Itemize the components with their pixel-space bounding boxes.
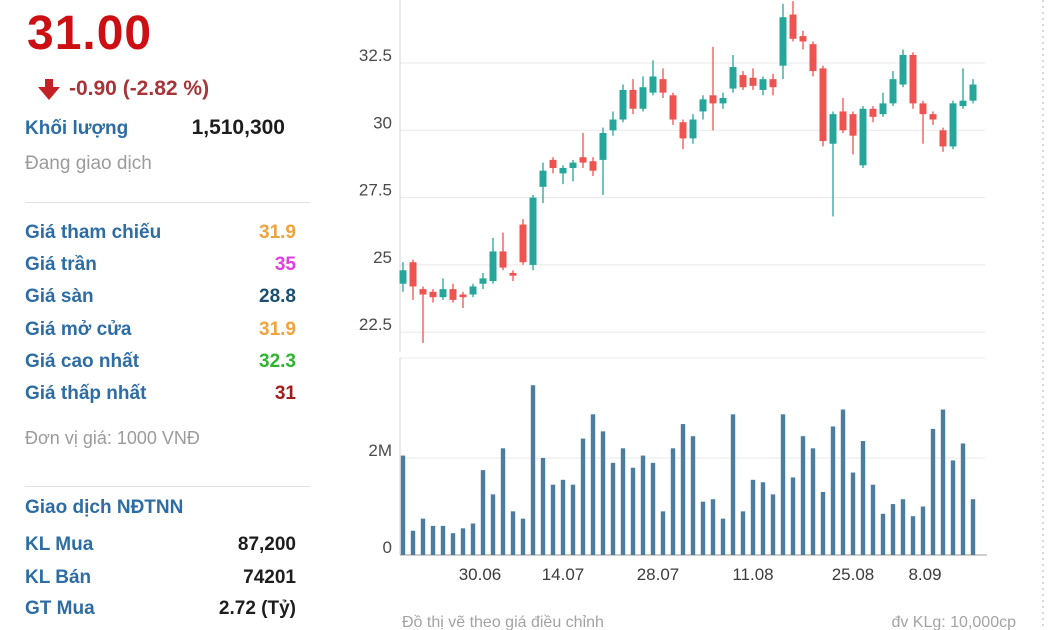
volume-value: 1,510,300	[191, 116, 285, 139]
chart-note-adjusted-price: Đồ thị vẽ theo giá điều chỉnh	[402, 614, 604, 630]
chart-note-volume-unit: đv KLg: 10,000cp	[891, 614, 1016, 630]
row-value: 74201	[243, 567, 296, 588]
svg-text:14.07: 14.07	[542, 565, 585, 584]
svg-text:8.09: 8.09	[908, 565, 941, 584]
svg-text:32.5: 32.5	[359, 46, 392, 65]
chart-canvas[interactable]: 32.5 30 27.5 25 22.5 2M 0 30.06 14.07 28.07 11.08 2…	[330, 0, 1050, 630]
down-arrow-icon	[38, 77, 60, 101]
volume-row: Khối lượng 1,510,300	[25, 116, 285, 140]
svg-text:30.06: 30.06	[459, 565, 502, 584]
divider	[25, 486, 310, 487]
row-value: 2.72 (Tỷ)	[218, 598, 296, 619]
svg-text:25: 25	[373, 248, 392, 267]
svg-text:30: 30	[373, 113, 392, 132]
row-label: Giá trần	[25, 254, 97, 275]
row-value: 32.3	[259, 351, 296, 372]
row-value: 31	[274, 383, 296, 404]
row-label: Giá tham chiếu	[25, 222, 162, 243]
row-label: KL Mua	[25, 534, 94, 555]
table-row: Giá trần 35	[25, 249, 296, 281]
volume-label: Khối lượng	[25, 118, 129, 139]
table-row: Giá thấp nhất 31	[25, 378, 296, 410]
table-row: KL Mua 87,200	[25, 529, 296, 561]
svg-text:22.5: 22.5	[359, 315, 392, 334]
divider	[25, 202, 310, 203]
row-label: Giá thấp nhất	[25, 383, 147, 404]
trading-status: Đang giao dịch	[25, 153, 152, 174]
table-row: KL Bán 74201	[25, 562, 296, 594]
svg-text:11.08: 11.08	[732, 565, 773, 584]
row-label: Giá sàn	[25, 286, 94, 307]
row-label: Giá cao nhất	[25, 351, 140, 372]
row-label: Giá mở cửa	[25, 319, 132, 340]
price-change-row: -0.90 (-2.82 %)	[38, 76, 209, 102]
row-value: 35	[274, 254, 296, 275]
svg-text:28.07: 28.07	[637, 565, 680, 584]
table-row: Giá mở cửa 31.9	[25, 314, 296, 346]
price-unit-note: Đơn vị giá: 1000 VNĐ	[25, 428, 200, 448]
table-row: Giá sàn 28.8	[25, 281, 296, 313]
quote-panel: 31.00 -0.90 (-2.82 %) Khối lượng 1,510,3…	[0, 0, 330, 630]
table-row: GT Mua 2.72 (Tỷ)	[25, 593, 296, 625]
price-volume-chart[interactable]: 32.5 30 27.5 25 22.5 2M 0 30.06 14.07 28.07 11.08 2…	[330, 0, 1050, 630]
svg-text:0: 0	[383, 538, 392, 557]
table-row: Giá cao nhất 32.3	[25, 346, 296, 378]
table-row: Giá tham chiếu 31.9	[25, 217, 296, 249]
last-price: 31.00	[27, 7, 153, 60]
row-label: KL Bán	[25, 567, 92, 588]
foreign-trading-title: Giao dịch NĐTNN	[25, 497, 184, 518]
row-value: 31.9	[259, 222, 296, 243]
row-value: 28.8	[259, 286, 296, 307]
svg-text:25.08: 25.08	[832, 565, 875, 584]
svg-text:2M: 2M	[368, 441, 392, 460]
svg-text:27.5: 27.5	[359, 181, 392, 200]
row-value: 31.9	[259, 319, 296, 340]
row-label: GT Mua	[25, 598, 95, 619]
price-change-text: -0.90 (-2.82 %)	[69, 77, 210, 100]
row-value: 87,200	[237, 534, 296, 555]
